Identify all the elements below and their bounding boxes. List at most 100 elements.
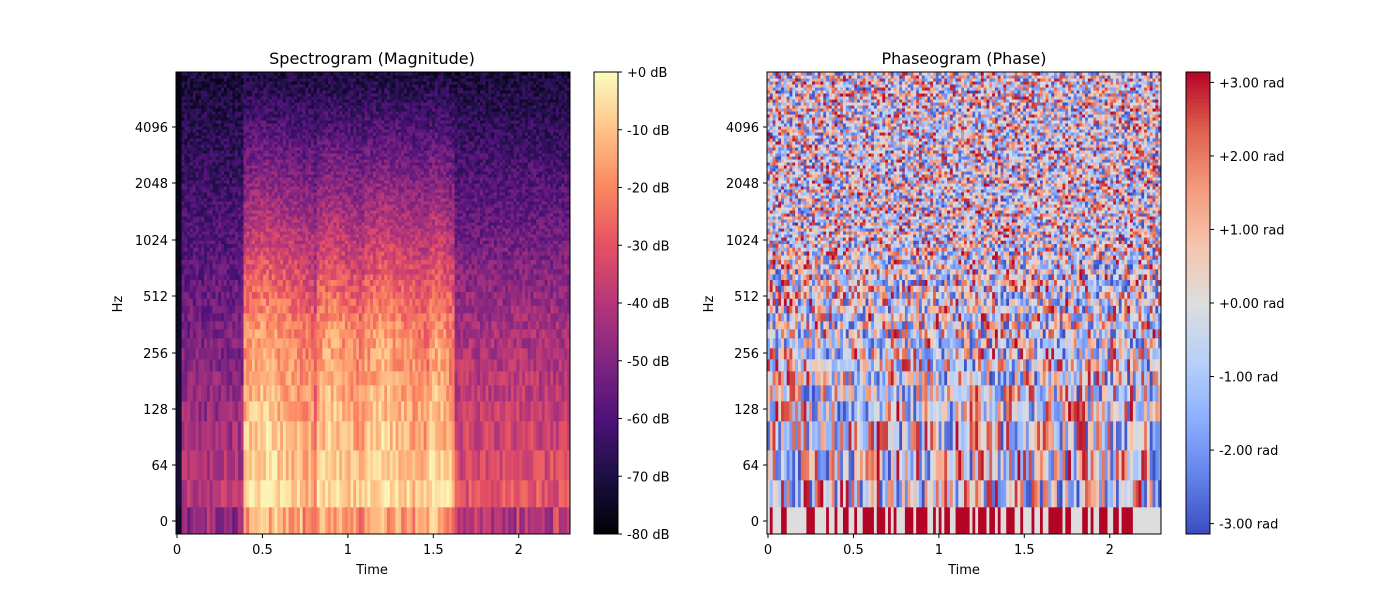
spectrogram-cell [294,401,298,422]
spectrogram-cell [221,99,225,103]
spectrogram-cell [192,144,197,148]
spectrogram-cell [226,120,230,124]
spectrogram-cell [333,123,337,127]
spectrogram-cell [204,75,208,79]
spectrogram-cell [204,81,208,85]
spectrogram-cell [268,78,273,82]
spectrogram-cell [285,168,289,172]
spectrogram-cell [212,225,216,229]
spectrogram-cell [285,129,289,133]
spectrogram-cell [285,117,289,121]
spectrogram-cell [339,183,343,187]
spectrogram-cell [221,102,225,106]
spectrogram-cell [221,274,225,280]
spectrogram-cell [302,264,306,270]
spectrogram-cell [257,240,261,245]
spectrogram-cell [282,159,287,163]
spectrogram-cell [271,274,275,280]
spectrogram-cell [271,72,275,76]
spectrogram-cell [176,96,180,100]
spectrogram-cell [302,123,306,127]
spectrogram-cell [282,123,287,127]
spectrogram-cell [336,165,340,169]
spectrogram-cell [221,93,225,97]
spectrogram-cell [313,243,318,248]
spectrogram-cell [299,259,303,265]
spectrogram-cell [316,123,320,127]
spectrogram-cell [280,117,284,121]
spectrogram-cell [226,108,230,112]
spectrogram-cell [218,231,222,235]
spectrogram-cell [322,285,326,293]
spectrogram-cell [226,141,230,145]
spectrogram-cell [229,192,233,196]
spectrogram-cell [282,329,287,339]
spectrogram-cell [229,329,233,339]
spectrogram-cell [299,180,303,184]
spectrogram-cell [333,329,337,339]
spectrogram-cell [235,480,239,508]
spectrogram-cell [204,321,208,330]
spectrogram-cell [254,305,258,314]
spectrogram-cell [184,237,188,241]
spectrogram-cell [249,279,253,286]
spectrogram-cell [235,141,239,145]
spectrogram-cell [316,174,320,178]
spectrogram-cell [232,201,236,205]
spectrogram-cell [192,216,197,220]
spectrogram-cell [330,93,334,97]
spectrogram-cell [271,78,275,82]
spectrogram-cell [215,216,219,220]
spectrogram-cell [291,225,295,229]
spectrogram-cell [297,480,301,508]
spectrogram-cell [333,90,337,94]
spectrogram-cell [299,162,303,166]
spectrogram-cell [229,264,233,270]
spectrogram-cell [330,165,334,169]
spectrogram-cell [198,150,202,154]
spectrogram-cell [311,117,315,121]
spectrogram-cell [235,305,239,314]
spectrogram-cell [339,168,343,172]
spectrogram-cell [204,274,208,280]
spectrogram-cell [240,168,244,172]
spectrogram-cell [311,96,315,100]
spectrogram-cell [333,251,337,256]
spectrogram-cell [339,132,343,136]
spectrogram-cell [221,225,225,229]
spectrogram-cell [257,222,261,226]
spectrogram-cell [297,279,301,286]
spectrogram-cell [299,255,303,260]
spectrogram-cell [249,219,253,223]
spectrogram-cell [229,219,233,223]
spectrogram-cell [184,147,188,151]
spectrogram-cell [325,279,329,286]
spectrogram-cell [181,114,185,118]
spectrogram-cell [299,129,303,133]
spectrogram-cell [226,180,230,184]
spectrogram-cell [246,138,250,142]
spectrogram-cell [302,153,306,157]
spectrogram-cell [237,144,242,148]
spectrogram-cell [327,219,332,223]
spectrogram-cell [260,371,264,386]
spectrogram-cell [235,177,239,181]
spectrogram-cell [263,251,267,256]
spectrogram-cell [195,102,199,106]
spectrogram-cell [218,213,222,217]
spectrogram-cell [327,222,332,226]
spectrogram-cell [178,198,182,202]
spectrogram-cell [274,231,278,235]
spectrogram-cell [240,180,244,184]
spectrogram-cell [232,313,236,322]
spectrogram-cell [271,105,275,109]
spectrogram-cell [316,210,320,214]
spectrogram-cell [223,421,227,451]
spectrogram-cell [232,129,236,133]
spectrogram-cell [316,87,320,91]
spectrogram-cell [263,231,267,235]
spectrogram-cell [336,291,340,299]
spectrogram-cell [249,298,253,306]
spectrogram-cell [251,186,256,190]
spectrogram-cell [176,234,180,238]
